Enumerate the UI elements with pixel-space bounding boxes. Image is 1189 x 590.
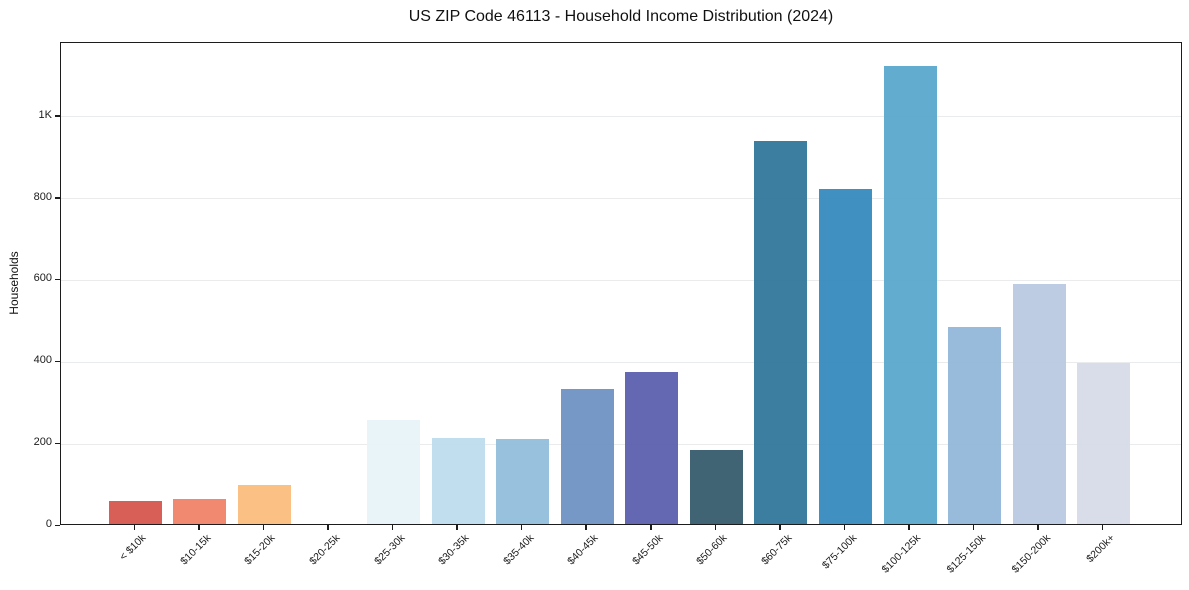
x-tick-label: $30-35k xyxy=(436,532,472,568)
x-tick-label: $25-30k xyxy=(371,532,408,568)
y-tick-mark xyxy=(55,115,60,117)
gridline xyxy=(61,279,1181,281)
gridline xyxy=(61,443,1181,445)
bar-150-200k xyxy=(1012,284,1066,524)
y-tick-mark xyxy=(55,360,60,363)
x-tick-mark xyxy=(133,525,136,530)
x-tick-label: $35-40k xyxy=(500,532,537,568)
x-tick-mark xyxy=(391,525,394,530)
bar-10k xyxy=(108,500,162,524)
y-tick-label: 200 xyxy=(33,436,52,449)
x-tick-mark xyxy=(1037,525,1039,530)
x-tick-mark xyxy=(650,525,652,530)
x-tick-mark xyxy=(585,525,587,530)
x-tick-label: $100-125k xyxy=(879,532,924,576)
y-tick-mark xyxy=(55,442,60,445)
x-tick-mark xyxy=(456,525,458,530)
x-tick-label: $125-150k xyxy=(944,532,989,576)
x-tick-label: $45-50k xyxy=(629,532,666,568)
x-tick-label: $50-60k xyxy=(694,532,730,568)
chart-title: US ZIP Code 46113 - Household Income Dis… xyxy=(408,8,834,25)
bar-200k xyxy=(1077,363,1131,524)
x-tick-label: $20-25k xyxy=(307,532,343,568)
gridline xyxy=(61,116,1181,118)
bar-125-150k xyxy=(948,327,1002,524)
x-tick-label: $150-200k xyxy=(1009,532,1053,576)
y-tick-mark xyxy=(55,278,60,281)
y-tick-mark xyxy=(55,524,60,526)
gridline xyxy=(61,198,1181,200)
bar-10-15k xyxy=(173,499,227,524)
x-tick-mark xyxy=(327,525,329,530)
x-tick-label: $60-75k xyxy=(759,532,795,568)
bar-25-30k xyxy=(367,420,421,524)
bar-60-75k xyxy=(754,141,808,524)
y-tick-label: 600 xyxy=(33,272,52,285)
bar-100-125k xyxy=(883,65,937,524)
x-tick-mark xyxy=(1101,525,1104,530)
bar-15-20k xyxy=(237,485,291,524)
x-tick-mark xyxy=(908,525,910,530)
x-tick-label: $200k+ xyxy=(1084,532,1118,566)
x-tick-label: $75-100k xyxy=(819,532,859,572)
x-tick-mark xyxy=(779,525,781,530)
bar-75-100k xyxy=(818,189,872,524)
x-tick-mark xyxy=(198,525,200,530)
bar-45-50k xyxy=(625,371,679,524)
y-tick-mark xyxy=(55,197,60,199)
gridline xyxy=(61,361,1181,363)
x-tick-mark xyxy=(843,525,846,530)
bar-40-45k xyxy=(560,388,614,524)
y-tick-label: 800 xyxy=(33,190,52,203)
x-tick-label: < $10k xyxy=(117,532,149,563)
x-tick-mark xyxy=(262,525,265,530)
x-tick-mark xyxy=(972,525,975,530)
x-tick-mark xyxy=(714,525,717,530)
x-tick-mark xyxy=(520,525,523,530)
y-tick-label: 0 xyxy=(45,518,52,530)
x-tick-label: $15-20k xyxy=(242,532,278,568)
bar-35-40k xyxy=(496,439,550,524)
y-tick-label: 1K xyxy=(38,108,52,121)
bar-50-60k xyxy=(689,450,743,524)
x-tick-label: $10-15k xyxy=(178,532,214,568)
bar-30-35k xyxy=(431,438,485,524)
y-tick-label: 400 xyxy=(33,354,52,367)
plot-area xyxy=(60,42,1182,525)
x-tick-label: $40-45k xyxy=(565,532,601,568)
